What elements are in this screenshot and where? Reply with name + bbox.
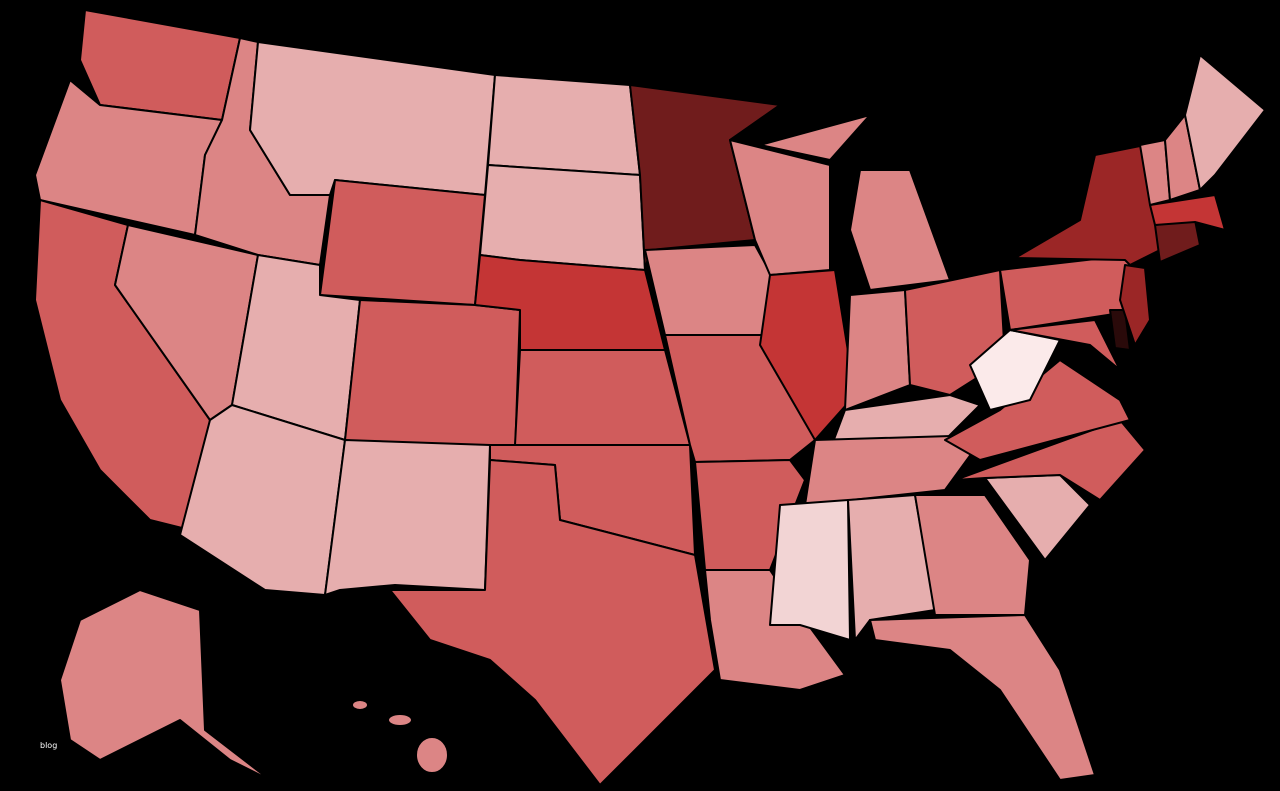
state-tn bbox=[804, 434, 986, 506]
state-nj bbox=[1119, 264, 1151, 346]
state-mi-up bbox=[759, 114, 871, 161]
state-ga bbox=[914, 494, 1031, 616]
state-tx bbox=[389, 459, 716, 786]
states bbox=[34, 9, 1266, 786]
state-al bbox=[847, 494, 936, 641]
state-md bbox=[1009, 319, 1121, 371]
state-ks bbox=[514, 349, 691, 446]
state-nd bbox=[487, 74, 641, 176]
state-fl bbox=[869, 614, 1096, 781]
state-mi bbox=[849, 169, 951, 291]
state-ms bbox=[769, 499, 851, 641]
state-sd bbox=[479, 164, 646, 271]
state-mn bbox=[629, 84, 781, 271]
state-il bbox=[759, 269, 856, 441]
state-co bbox=[344, 299, 521, 456]
state-ak bbox=[59, 589, 271, 781]
state-hi-3 bbox=[415, 736, 449, 774]
state-de bbox=[1109, 309, 1131, 351]
state-hi-1 bbox=[351, 699, 369, 711]
state-me bbox=[1184, 54, 1266, 191]
state-wv bbox=[969, 329, 1061, 411]
watermark: blog bbox=[40, 741, 57, 750]
state-nm bbox=[324, 439, 491, 596]
state-hi-2 bbox=[387, 713, 413, 727]
state-va bbox=[944, 359, 1131, 461]
state-ma bbox=[1149, 194, 1226, 231]
state-wy bbox=[319, 179, 486, 306]
